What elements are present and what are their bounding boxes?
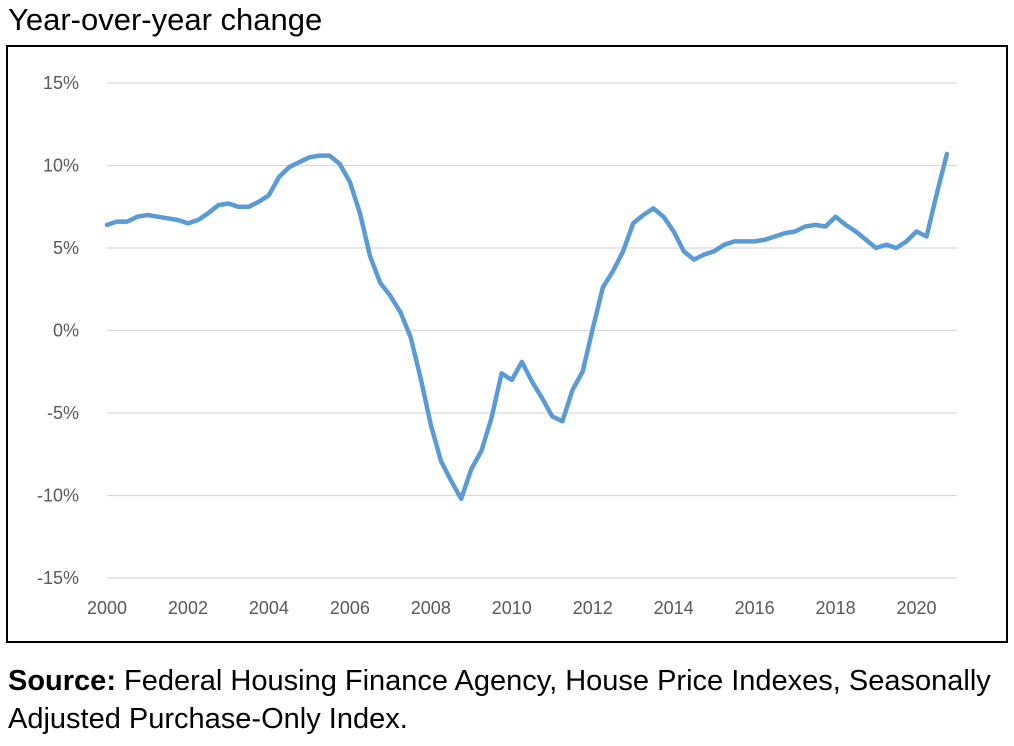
x-tick-label: 2006 [330, 598, 370, 618]
source-text: Federal Housing Finance Agency, House Pr… [8, 665, 991, 735]
x-tick-label: 2010 [492, 598, 532, 618]
source-label: Source: [8, 665, 116, 697]
line-chart: 15%10%5%0%-5%-10%-15% 2000 2002 2004 2006 20… [37, 73, 957, 618]
chart-title: Year-over-year change [8, 2, 323, 37]
x-tick-label: 2014 [654, 598, 694, 618]
x-tick-label: 2004 [249, 598, 289, 618]
x-tick-label: 2000 [87, 598, 127, 618]
x-tick-label: 2012 [573, 598, 613, 618]
x-axis-ticks: 2000 2002 2004 2006 2008 2010 2012 2014 2016 2018… [87, 598, 937, 618]
x-tick-label: 2008 [411, 598, 451, 618]
y-tick-label: 0% [53, 321, 79, 341]
y-tick-label: 10% [43, 156, 79, 176]
source-note: Source: Federal Housing Finance Agency, … [8, 662, 1008, 738]
series-layer [104, 151, 950, 502]
x-tick-label: 2018 [816, 598, 856, 618]
gridlines [107, 82, 957, 579]
x-tick-label: 2002 [168, 598, 208, 618]
y-axis-ticks: 15% 10% 5% 0% -5% -10% -15% [37, 73, 79, 588]
series-line [104, 151, 950, 502]
x-tick-label: 2020 [897, 598, 937, 618]
chart-frame: 15% 10% 5% 0% -5% -10% -15% 2000 2002 2004 2006 20… [6, 45, 1008, 643]
y-tick-label: -10% [37, 486, 79, 506]
x-tick-label: 2016 [735, 598, 775, 618]
y-tick-label: 15% [43, 73, 79, 93]
y-tick-label: -15% [37, 568, 79, 588]
y-tick-label: 5% [53, 238, 79, 258]
y-tick-label: -5% [47, 403, 79, 423]
